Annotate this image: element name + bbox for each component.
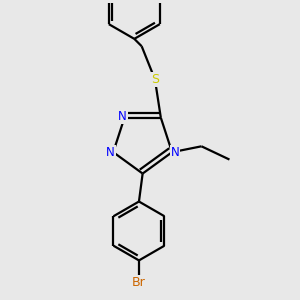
Text: N: N: [118, 110, 127, 123]
Text: Br: Br: [132, 276, 146, 289]
Text: N: N: [171, 146, 179, 159]
Text: N: N: [106, 146, 115, 159]
Text: S: S: [151, 73, 159, 86]
